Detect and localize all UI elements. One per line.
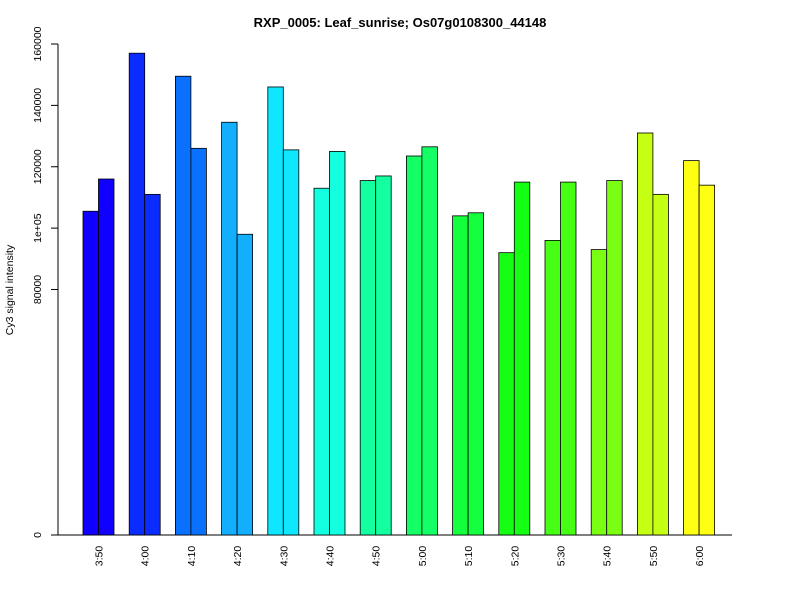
y-tick-label: 1e+05 — [32, 213, 44, 243]
bar — [637, 132, 654, 536]
bar — [329, 151, 346, 536]
x-tick-label: 5:20 — [509, 546, 521, 567]
y-tick-label: 160000 — [32, 26, 44, 61]
bar — [282, 149, 300, 536]
bar — [606, 180, 623, 536]
bar — [174, 75, 192, 536]
bar — [560, 181, 577, 536]
x-tick-label: 4:20 — [232, 546, 244, 567]
bar — [267, 86, 284, 536]
x-tick-label: 5:30 — [556, 546, 568, 567]
bar — [698, 184, 715, 536]
y-tick-label: 80000 — [32, 275, 44, 304]
bar-group — [82, 52, 715, 536]
bar — [590, 249, 608, 536]
x-tick-label: 4:50 — [371, 546, 383, 567]
bar — [544, 239, 561, 536]
bar — [467, 212, 485, 536]
y-axis-label: Cy3 signal intensity — [4, 244, 16, 335]
bar — [421, 146, 438, 536]
bar — [98, 178, 115, 536]
bar — [498, 252, 515, 536]
x-tick-label: 5:40 — [602, 546, 614, 567]
x-tick-label: 5:50 — [648, 546, 660, 567]
bar — [144, 193, 161, 536]
bar — [128, 52, 146, 536]
y-tick-label: 140000 — [32, 88, 44, 123]
bar — [221, 121, 238, 536]
bar — [313, 187, 330, 536]
bar — [683, 160, 700, 536]
x-tick-label: 3:50 — [94, 546, 106, 567]
y-axis-ticks: 0 80000 1e+05 120000 140000 160000 — [32, 26, 58, 538]
x-tick-label: 4:00 — [140, 546, 152, 567]
bar — [82, 210, 99, 536]
bar — [452, 215, 469, 536]
bar — [375, 175, 392, 536]
bar — [405, 155, 423, 536]
bar — [513, 181, 531, 536]
x-tick-label: 4:30 — [278, 546, 290, 567]
bar — [190, 147, 207, 536]
x-tick-label: 4:40 — [325, 546, 337, 567]
x-tick-label: 5:10 — [463, 546, 475, 567]
x-axis-ticks: 3:50 4:00 4:10 4:20 4:30 4:40 4:50 5:00 5:10 5:20… — [94, 546, 707, 567]
bar — [236, 233, 254, 536]
x-tick-label: 4:10 — [186, 546, 198, 567]
y-tick-label: 0 — [32, 532, 44, 538]
x-tick-label: 5:00 — [417, 546, 429, 567]
bar — [652, 193, 669, 536]
x-tick-label: 6:00 — [694, 546, 706, 567]
bar — [359, 180, 377, 536]
chart-title: RXP_0005: Leaf_sunrise; Os07g0108300_441… — [254, 15, 547, 30]
y-tick-label: 120000 — [32, 149, 44, 184]
